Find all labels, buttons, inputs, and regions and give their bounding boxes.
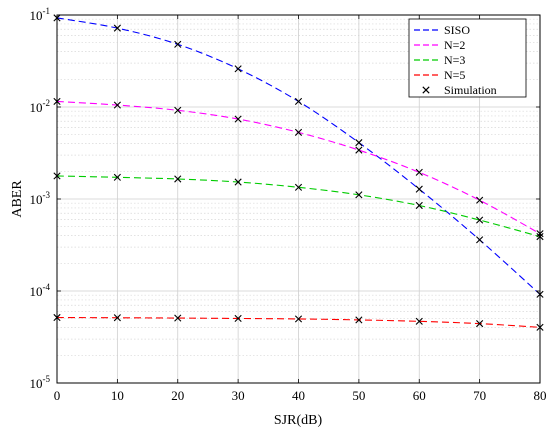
simulation-marker [113, 24, 121, 32]
x-tick-label: 10 [111, 388, 124, 403]
simulation-marker [415, 317, 423, 325]
x-tick-label: 60 [413, 388, 426, 403]
simulation-marker [355, 139, 363, 147]
x-tick-label: 20 [171, 388, 184, 403]
legend-label-n-2: N=2 [444, 38, 465, 52]
x-tick-label: 50 [352, 388, 365, 403]
x-tick-label: 70 [473, 388, 486, 403]
simulation-marker [294, 97, 303, 106]
simulation-marker [234, 314, 242, 323]
simulation-marker [174, 40, 182, 48]
y-tick-label: 10-1 [30, 6, 51, 23]
simulation-marker [415, 185, 423, 193]
y-tick-label: 10-3 [30, 190, 51, 207]
y-tick-label: 10-5 [30, 374, 51, 391]
series-line-siso [56, 17, 541, 295]
x-tick-labels: 0 10 20 30 40 50 60 70 80 [54, 388, 547, 403]
simulation-marker [234, 65, 242, 73]
legend-box [408, 18, 527, 98]
simulation-marker [234, 115, 242, 123]
x-tick-label: 0 [54, 388, 61, 403]
x-tick-label: 40 [292, 388, 305, 403]
legend-label-n-3: N=3 [444, 53, 465, 67]
simulation-marker [294, 128, 303, 136]
legend-swatch-simulation [422, 86, 430, 94]
simulation-marker [355, 191, 363, 199]
series-line-n-3 [56, 175, 541, 238]
simulation-marker [355, 316, 363, 324]
x-tick-label: 30 [232, 388, 245, 403]
y-axis-label: ABER [10, 180, 25, 218]
simulation-marker [174, 314, 182, 322]
x-tick-label: 80 [534, 388, 547, 403]
simulation-marker [174, 106, 182, 114]
series-line-n-2 [56, 100, 541, 235]
simulation-marker [294, 183, 303, 191]
simulation-marker [113, 173, 121, 181]
series-layer [56, 17, 541, 328]
simulation-marker [415, 168, 423, 176]
legend-label-simulation: Simulation [444, 83, 497, 97]
legend-label-n-5: N=5 [444, 68, 465, 82]
simulation-marker [415, 201, 423, 210]
simulation-marker [113, 314, 121, 322]
simulation-marker [476, 236, 484, 244]
simulation-marker [174, 175, 182, 183]
y-tick-label: 10-2 [30, 98, 51, 115]
simulation-marker [234, 178, 242, 186]
simulation-marker [476, 196, 484, 204]
simulation-markers [53, 14, 544, 331]
x-axis-label: SJR(dB) [274, 413, 323, 428]
y-tick-labels: 10-5 10-4 10-3 10-2 10-1 [30, 6, 51, 391]
y-tick-label: 10-4 [30, 282, 51, 299]
series-line-n-5 [56, 316, 541, 328]
simulation-marker [294, 315, 303, 323]
axis-ticks [56, 14, 541, 384]
simulation-marker [113, 101, 121, 109]
simulation-marker [476, 216, 484, 224]
legend-label-siso: SISO [444, 23, 470, 37]
simulation-marker [476, 320, 484, 328]
simulation-marker [355, 146, 363, 154]
